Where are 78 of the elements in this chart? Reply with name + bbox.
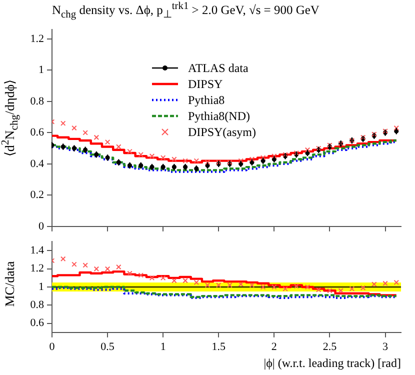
- legend-label: DIPSY: [188, 76, 223, 92]
- point: [138, 272, 144, 278]
- x-tick-label: 2: [271, 340, 277, 353]
- point: [304, 147, 310, 152]
- point: [249, 156, 255, 162]
- x-tick-label: 3: [382, 340, 389, 353]
- x-tick-label: 1: [160, 340, 166, 353]
- point: [294, 283, 300, 289]
- point: [282, 286, 288, 292]
- point: [127, 270, 132, 276]
- x-tick-label: 2.5: [322, 340, 338, 353]
- point: [82, 262, 88, 268]
- point: [104, 266, 110, 272]
- y-tick-label: 1.2: [30, 262, 44, 275]
- point: [194, 280, 200, 286]
- y-tick-label: 0.8: [30, 299, 44, 312]
- point: [304, 284, 310, 290]
- legend-label: Pythia8(ND): [188, 108, 250, 124]
- legend-label: Pythia8: [188, 92, 225, 108]
- point: [204, 160, 210, 165]
- point: [272, 284, 277, 290]
- y-tick-label: 0.6: [30, 317, 44, 330]
- point: [172, 278, 177, 284]
- point: [260, 155, 266, 160]
- point: [272, 153, 277, 159]
- y-tick-label: 0.4: [30, 158, 44, 170]
- y-tick-label: 0: [38, 220, 44, 232]
- point: [149, 153, 155, 159]
- point: [382, 280, 388, 286]
- point: [160, 155, 166, 160]
- point: [116, 264, 122, 270]
- point: [72, 262, 77, 267]
- point: [316, 287, 322, 292]
- y-tick-label: 1: [38, 64, 44, 76]
- x-tick-label: 0.5: [100, 340, 115, 353]
- point: [104, 139, 110, 145]
- y-tick-label: 0.2: [30, 189, 44, 202]
- point: [227, 282, 232, 288]
- point: [94, 134, 100, 140]
- point: [216, 282, 222, 288]
- legend-label: ATLAS data: [188, 60, 248, 76]
- point: [238, 158, 244, 164]
- y-tick-label: 0.6: [30, 126, 44, 139]
- point: [394, 125, 399, 131]
- legend-label: DIPSY(asym): [188, 124, 256, 140]
- point: [204, 282, 210, 288]
- point: [338, 288, 344, 294]
- point: [116, 144, 122, 150]
- point: [60, 120, 66, 126]
- point: [194, 158, 200, 164]
- x-axis-title: |ϕ| (w.r.t. leading track) [rad]: [264, 356, 401, 370]
- point: [60, 256, 66, 262]
- point: [360, 285, 366, 291]
- point: [172, 156, 177, 162]
- y-axis-title: MC/data: [2, 260, 18, 306]
- point: [260, 284, 266, 290]
- point: [149, 275, 155, 281]
- point: [182, 278, 188, 284]
- point: [94, 266, 100, 272]
- point: [327, 288, 332, 294]
- point: [349, 286, 355, 292]
- chart-title: N$_{chg}$ density vs. Δϕ, p$_{⊥}$$^{trk1}$ > 2.0 GeV, √s = 900 GeV: [52, 1, 320, 21]
- y-tick-label: 1: [38, 280, 44, 293]
- x-tick-label: 0: [49, 340, 56, 353]
- point: [160, 275, 166, 281]
- y-tick-label: 1.2: [30, 32, 44, 45]
- point: [249, 282, 255, 288]
- y-tick-label: 1.4: [30, 244, 44, 257]
- point: [127, 148, 132, 154]
- point: [394, 280, 399, 286]
- point: [138, 152, 144, 158]
- y-tick-label: 0.8: [30, 95, 44, 108]
- point: [372, 282, 377, 287]
- point: [182, 158, 188, 164]
- point: [238, 282, 244, 287]
- point: [82, 130, 88, 136]
- point: [72, 125, 77, 131]
- x-tick-label: 1.5: [212, 340, 226, 353]
